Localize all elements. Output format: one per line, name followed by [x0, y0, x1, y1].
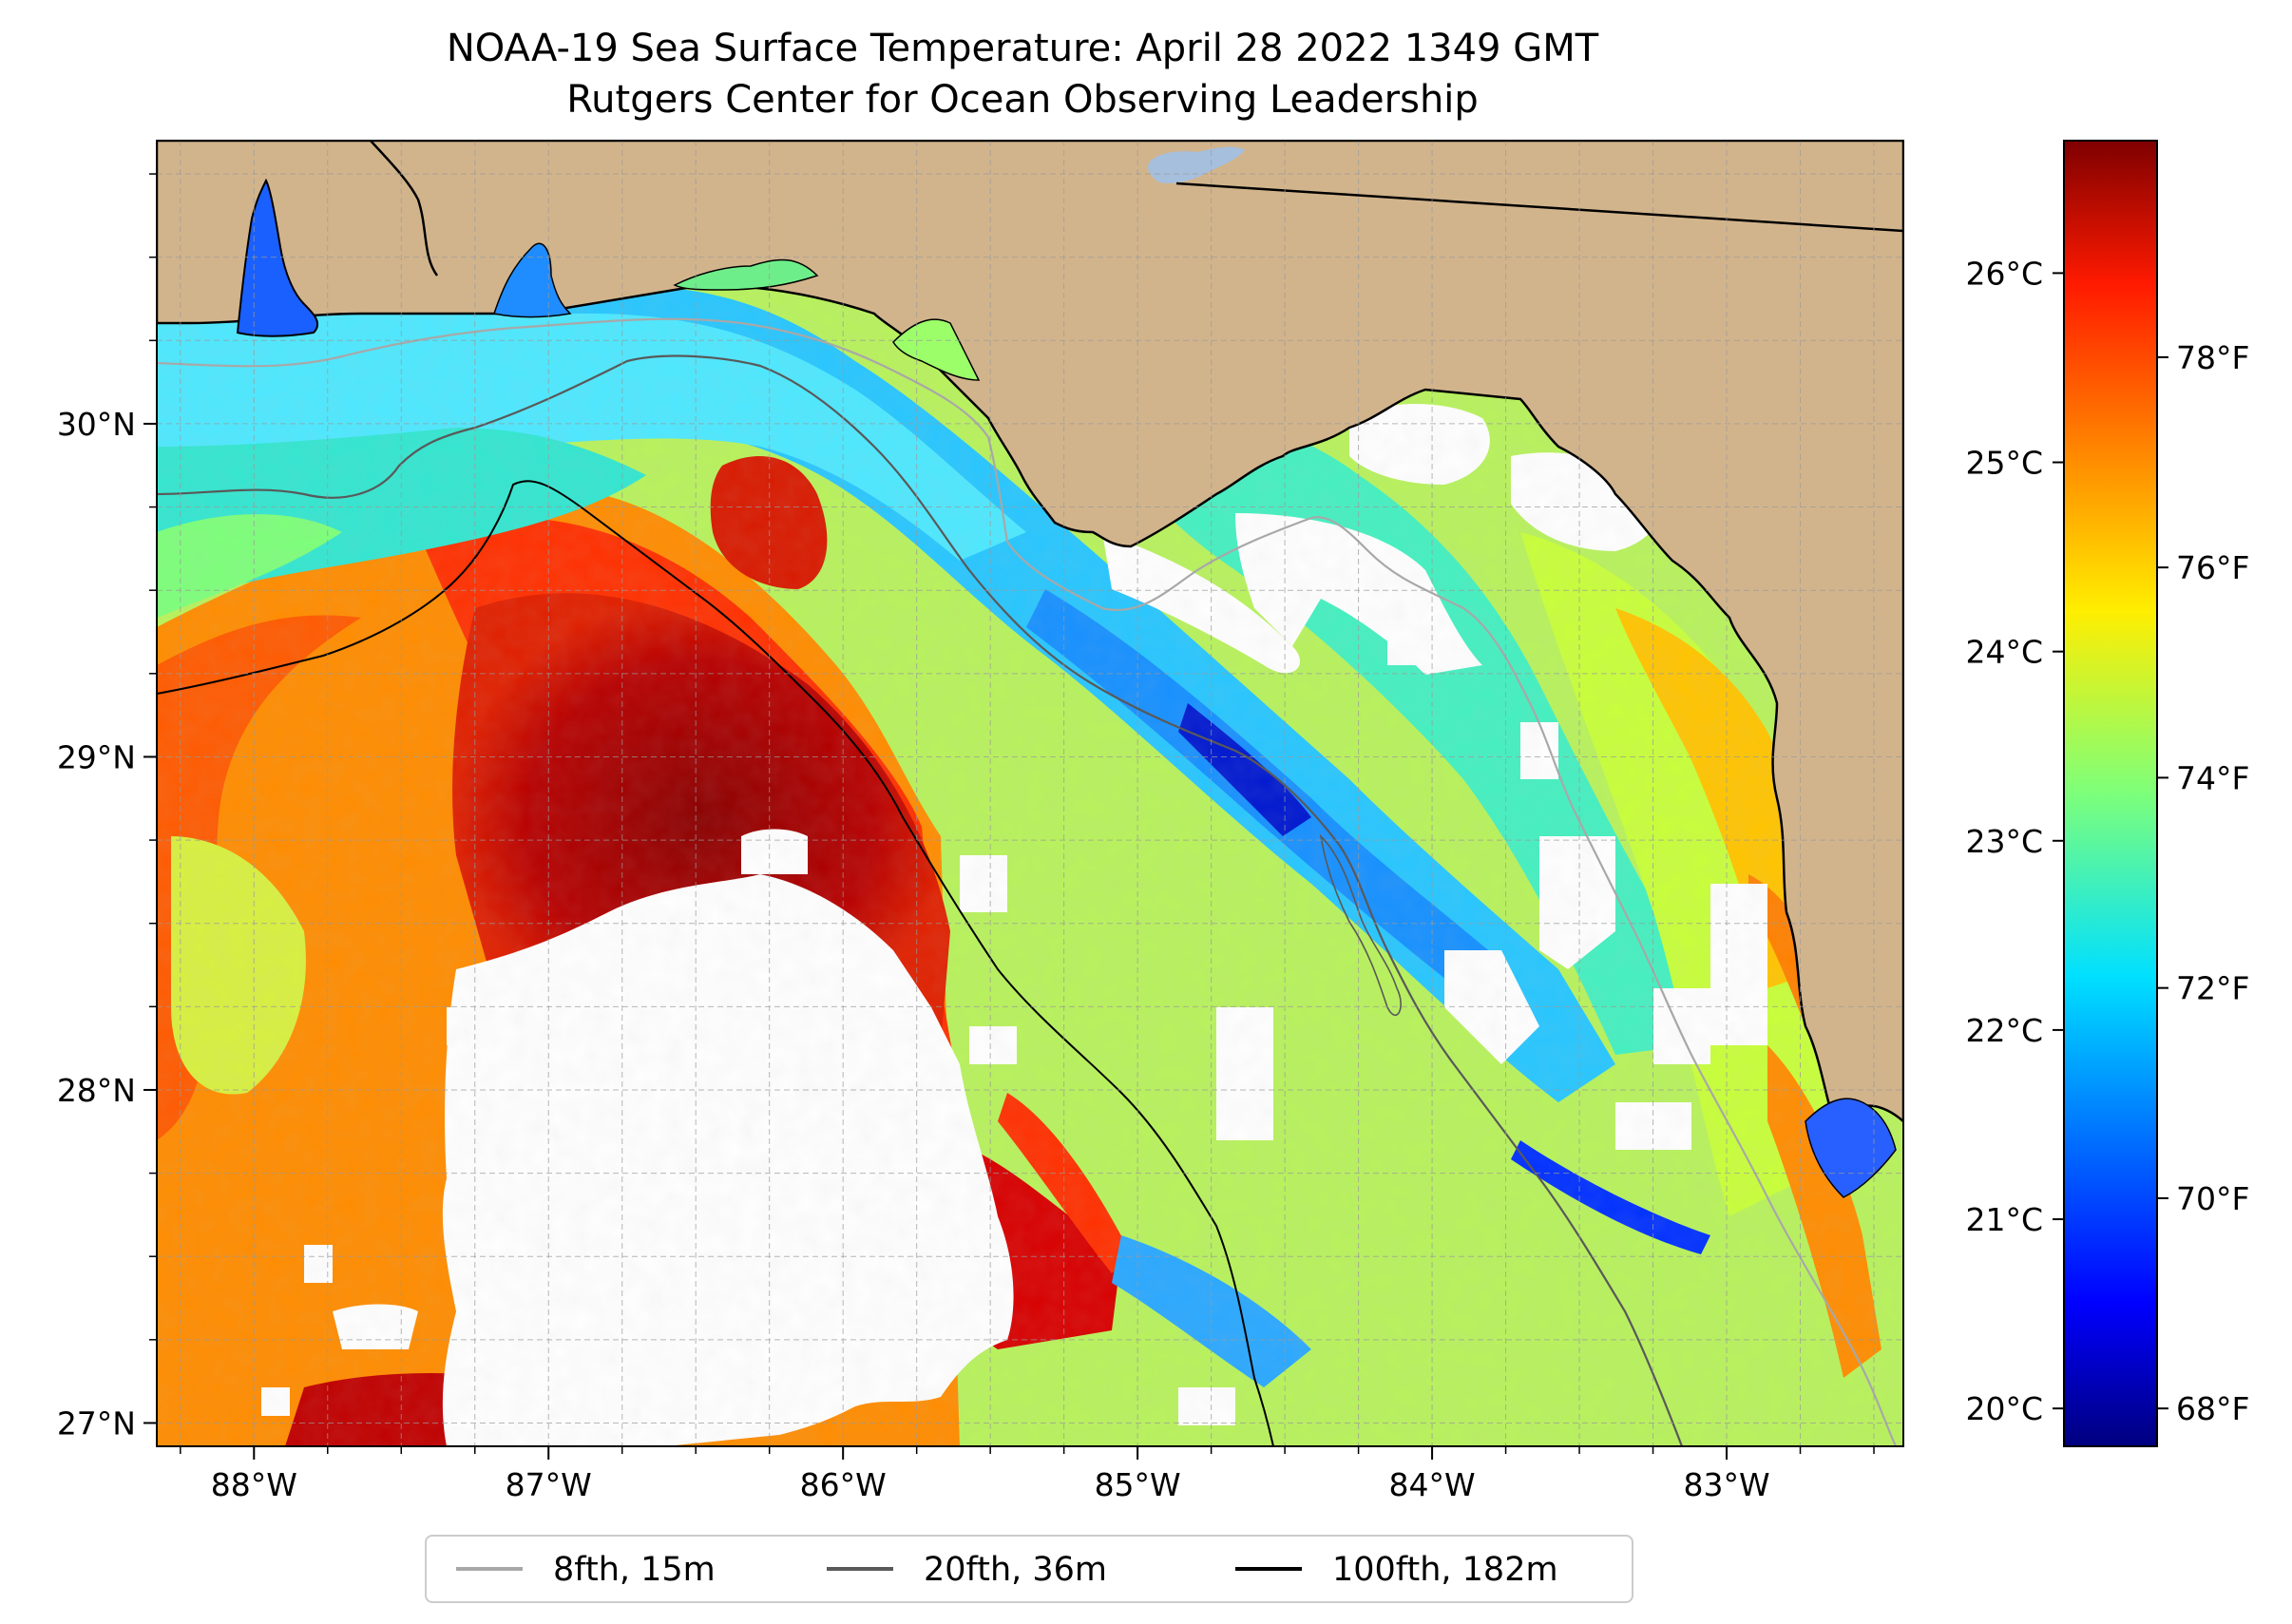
map-frame: [156, 140, 1904, 1447]
celsius-tick-label: 25°C: [1965, 445, 2043, 482]
fahrenheit-tick-label: 68°F: [2176, 1390, 2249, 1427]
lat-tick-label: 27°N: [57, 1404, 136, 1442]
celsius-tick-label: 21°C: [1965, 1201, 2043, 1238]
lon-tick-label: 88°W: [211, 1466, 297, 1503]
colorbar-celsius-ticks: 20°C 21°C 22°C 23°C 24°C 25°C 26°C: [1965, 255, 2064, 1427]
legend-label: 100fth, 182m: [1332, 1551, 1558, 1589]
longitude-axis: 88°W 87°W 86°W 85°W 84°W 83°W: [180, 1446, 1875, 1503]
legend-label: 8fth, 15m: [553, 1551, 716, 1589]
lake: [1148, 146, 1245, 183]
fahrenheit-tick-label: 78°F: [2176, 339, 2249, 376]
lat-tick-label: 29°N: [57, 738, 136, 775]
isobath-20fth: [157, 354, 1684, 1446]
latitude-axis: 27°N 28°N 29°N 30°N: [57, 173, 157, 1442]
celsius-tick-label: 22°C: [1965, 1012, 2043, 1049]
fahrenheit-tick-label: 70°F: [2176, 1180, 2249, 1217]
celsius-tick-label: 24°C: [1965, 634, 2043, 671]
fahrenheit-tick-label: 72°F: [2176, 970, 2249, 1007]
lon-tick-label: 87°W: [506, 1466, 592, 1503]
map-gridlines: [157, 141, 1903, 1446]
lon-tick-label: 84°W: [1389, 1466, 1476, 1503]
lat-tick-label: 30°N: [57, 406, 136, 443]
legend-label: 20fth, 36m: [924, 1551, 1107, 1589]
fahrenheit-tick-label: 74°F: [2176, 759, 2249, 796]
sst-map: 88°W 87°W 86°W 85°W 84°W 83°W 27°N 28°N 29°N 30°…: [57, 140, 1904, 1503]
celsius-tick-label: 20°C: [1965, 1390, 2043, 1427]
mobile-bay: [236, 178, 319, 337]
colorbar-fahrenheit-ticks: 68°F 70°F 72°F 74°F 76°F 78°F: [2157, 339, 2249, 1427]
isobath-8fth: [157, 317, 1898, 1446]
map-subtitle: Rutgers Center for Ocean Observing Leade…: [566, 78, 1479, 122]
fahrenheit-tick-label: 76°F: [2176, 549, 2249, 586]
map-title: NOAA-19 Sea Surface Temperature: April 2…: [447, 27, 1599, 70]
colorbar: 20°C 21°C 22°C 23°C 24°C 25°C 26°C 68°F 70°F 72°…: [1965, 140, 2249, 1447]
legend: 8fth, 15m 20fth, 36m 100fth, 182m: [425, 1535, 1633, 1603]
lon-tick-label: 83°W: [1683, 1466, 1769, 1503]
lon-tick-label: 86°W: [800, 1466, 887, 1503]
lat-tick-label: 28°N: [57, 1072, 136, 1109]
lon-tick-label: 85°W: [1095, 1466, 1181, 1503]
state-border: [1175, 182, 1903, 233]
celsius-tick-label: 23°C: [1965, 823, 2043, 860]
legend-box: [425, 1535, 1633, 1603]
colorbar-gradient: [2063, 140, 2158, 1447]
celsius-tick-label: 26°C: [1965, 255, 2043, 292]
isobath-100fth: [157, 480, 1274, 1446]
